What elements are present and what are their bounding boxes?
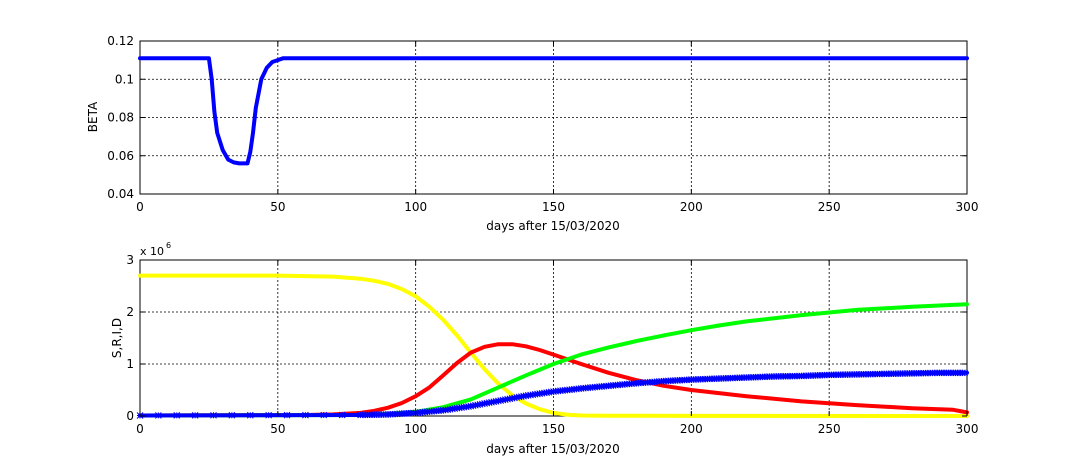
star-marker [246,411,254,419]
y-exponent-label: x 10 [140,245,164,258]
series-markers-3 [136,369,969,419]
y-ticks-srid: 0 1 2 3 [126,253,967,423]
y-axis-label-beta: BETA [86,101,100,132]
x-tick-label: 100 [404,422,427,436]
y-ticks-beta: 0.04 0.06 0.08 0.1 0.12 [107,34,967,201]
x-tick-label: 300 [956,422,979,436]
star-marker [210,411,217,419]
y-tick-label: 0.12 [107,34,134,48]
x-tick-label: 150 [542,422,565,436]
x-tick-label: 100 [404,200,427,214]
y-tick-label: 0.06 [107,149,134,163]
x-tick-label: 0 [136,422,144,436]
y-tick-label: 1 [126,357,134,371]
y-exponent-value: 6 [166,241,171,250]
series-srid [136,273,969,419]
x-tick-label: 250 [818,422,841,436]
panel-beta: 0 50 100 150 200 250 300 0.04 0.06 0.08 0.1 0.12 d… [86,34,978,233]
x-tick-label: 250 [818,200,841,214]
star-marker [265,411,272,419]
x-axis-label-srid: days after 15/03/2020 [486,442,620,456]
star-marker [961,369,969,377]
y-tick-label: 3 [126,253,134,267]
y-tick-label: 0.04 [107,187,134,201]
x-tick-label: 50 [270,422,285,436]
x-tick-label: 200 [680,200,703,214]
x-tick-label: 150 [542,200,565,214]
x-ticks-beta: 0 50 100 150 200 250 300 [136,41,978,214]
y-tick-label: 0.1 [115,72,134,86]
star-marker [320,411,328,419]
series-line-0 [138,56,969,166]
x-tick-label: 0 [136,200,144,214]
panel-srid: 0 50 100 150 200 250 300 0 1 2 3 days after 15/03… [110,241,978,456]
x-ticks-srid: 0 50 100 150 200 250 300 [136,260,978,436]
y-axis-label-srid: S,R,I,D [110,318,124,358]
star-marker [302,411,309,419]
x-tick-label: 200 [680,422,703,436]
star-marker [338,411,346,419]
x-tick-label: 300 [956,200,979,214]
star-marker [283,411,291,419]
grid-beta [140,41,967,194]
x-axis-label-beta: days after 15/03/2020 [486,219,620,233]
y-tick-label: 0.08 [107,111,134,125]
series-line-1 [138,342,969,418]
x-tick-label: 50 [270,200,285,214]
star-marker [173,412,181,419]
star-marker [155,412,162,419]
y-tick-label: 2 [126,305,134,319]
star-marker [191,411,199,419]
y-tick-label: 0 [126,409,134,423]
series-beta [138,56,969,166]
star-marker [228,411,236,419]
